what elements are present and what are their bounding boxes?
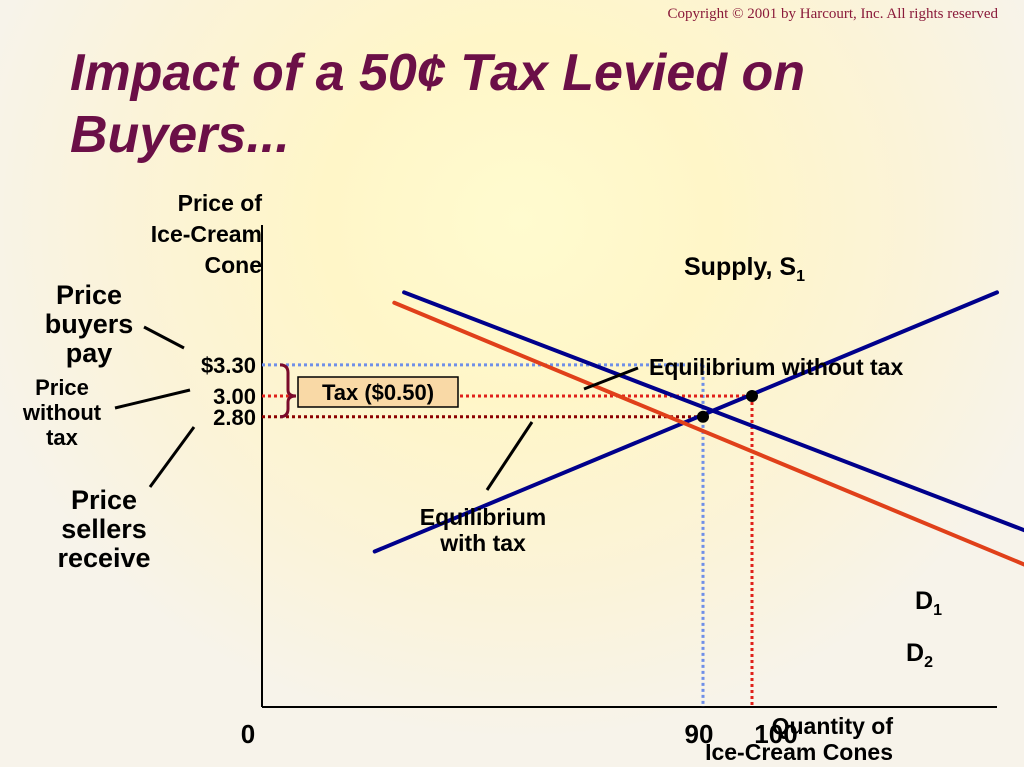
y-axis-title-line-1: Price of — [178, 190, 263, 216]
equilibrium-with-tax-pointer — [485, 421, 534, 491]
y-tick-label-2: 3.00 — [213, 384, 256, 409]
title-line-1: Impact of a 50¢ Tax Levied on — [70, 44, 805, 102]
equilibrium-without-tax-point — [746, 390, 758, 403]
equilibrium-with-tax-label-line-1: Equilibrium — [420, 504, 547, 530]
tax-amount-label: Tax ($0.50) — [322, 380, 434, 405]
x-axis-title-line-2: Ice-Cream Cones — [705, 739, 893, 765]
demand-curve-d2 — [392, 300, 1024, 567]
x-tick-label-90: 90 — [685, 719, 714, 749]
equilibrium-without-tax-pointer — [583, 366, 639, 391]
origin-label: 0 — [241, 719, 255, 749]
y-axis-title-line-3: Cone — [205, 252, 263, 278]
copyright-notice: Copyright © 2001 by Harcourt, Inc. All r… — [667, 6, 999, 22]
price-buyers-pay-pointer — [143, 325, 185, 350]
y-axis-title-line-2: Ice-Cream — [151, 221, 262, 247]
y-tick-label-1: $3.30 — [201, 353, 256, 378]
price-sellers-receive-pointer — [148, 426, 196, 488]
price-sellers-receive-label-line-1: Price — [71, 485, 137, 515]
demand-curve-d1 — [402, 290, 1024, 533]
demand-label-d2: D2 — [906, 639, 933, 671]
tax-brace — [279, 363, 297, 419]
price-buyers-pay-label-line-3: pay — [66, 338, 113, 368]
title-line-2: Buyers... — [70, 106, 290, 164]
price-buyers-pay-label-line-1: Price — [56, 280, 122, 310]
price-without-tax-pointer — [114, 388, 191, 410]
price-without-tax-label-line-1: Price — [35, 375, 89, 400]
price-without-tax-label-line-3: tax — [46, 425, 79, 450]
demand-label-d1: D1 — [915, 587, 942, 619]
price-sellers-receive-label-line-3: receive — [57, 543, 150, 573]
price-without-tax-label-line-2: without — [22, 400, 102, 425]
equilibrium-with-tax-label-line-2: with tax — [439, 530, 526, 556]
price-buyers-pay-label-line-2: buyers — [45, 309, 134, 339]
equilibrium-without-tax-label-line-1: Equilibrium without tax — [649, 354, 903, 380]
x-axis-title-line-1: Quantity of — [772, 713, 894, 739]
price-sellers-receive-label-line-2: sellers — [61, 514, 147, 544]
y-tick-label-3: 2.80 — [213, 405, 256, 430]
x-tick-label-100: 100 — [754, 719, 797, 749]
tax-amount-box — [297, 376, 459, 408]
equilibrium-with-tax-point — [697, 410, 709, 423]
slide-title: Impact of a 50¢ Tax Levied on Buyers... — [70, 42, 970, 166]
supply-label: Supply, S1 — [684, 253, 805, 285]
